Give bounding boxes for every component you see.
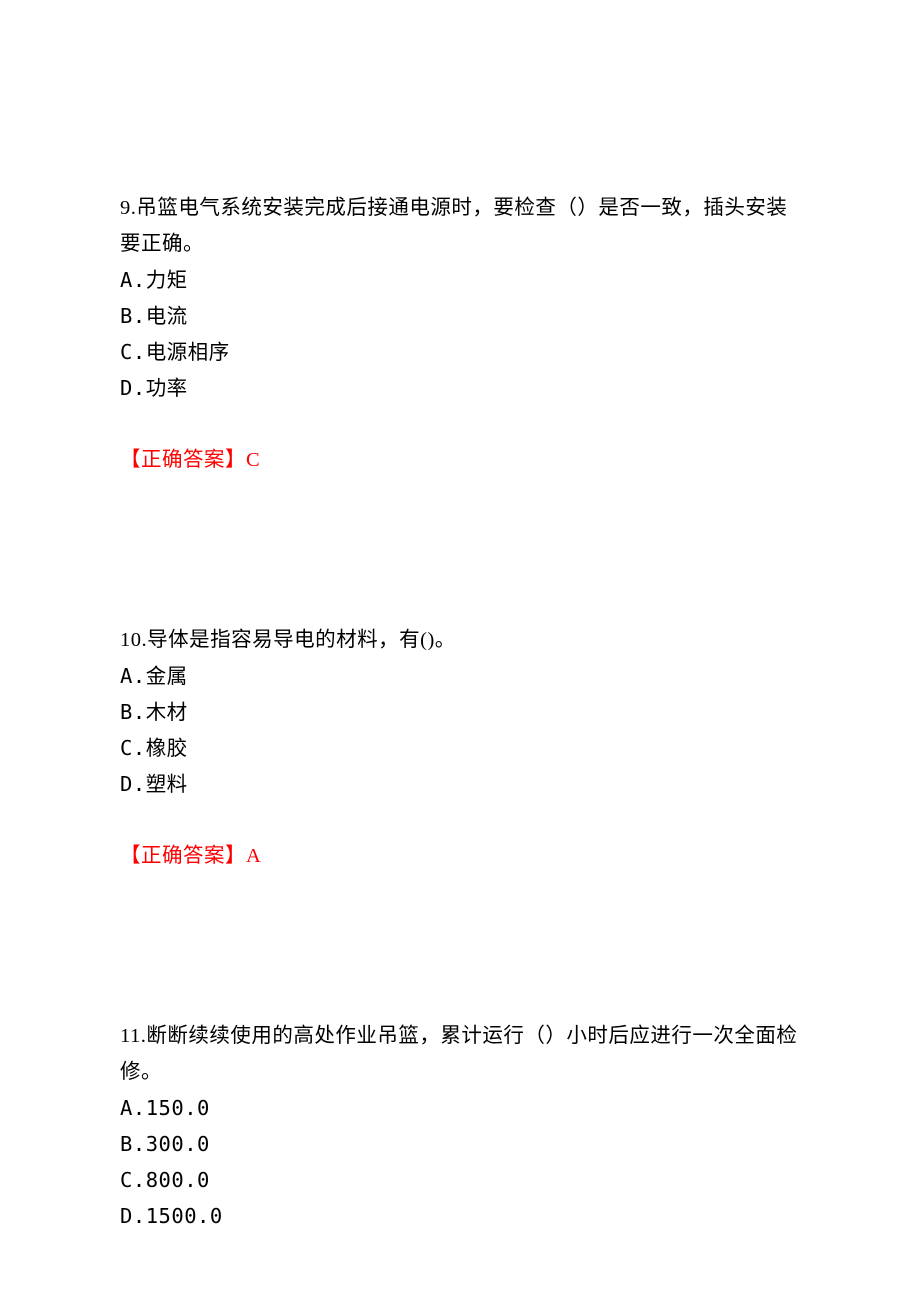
option-d: D.塑料: [120, 766, 800, 802]
answer-line: 【正确答案】A: [120, 838, 800, 874]
option-b: B.木材: [120, 694, 800, 730]
q11-stem-text: 断断续续使用的高处作业吊篮，累计运行（）小时后应进行一次全面检修。: [120, 1025, 797, 1083]
option-c: C.电源相序: [120, 334, 800, 370]
option-text: 150.0: [146, 1096, 210, 1120]
spacer: [120, 874, 800, 1018]
option-label: D.: [120, 772, 146, 796]
q11-number: 11.: [120, 1025, 146, 1047]
spacer: [120, 802, 800, 838]
option-label: D.: [120, 1204, 146, 1228]
question-stem: 10.导体是指容易导电的材料，有()。: [120, 622, 800, 658]
option-label: C.: [120, 340, 146, 364]
option-label: A.: [120, 664, 146, 688]
option-text: 电流: [146, 304, 188, 328]
q9-number: 9.: [120, 197, 136, 219]
spacer: [120, 478, 800, 622]
option-text: 木材: [146, 700, 188, 724]
option-text: 800.0: [146, 1168, 210, 1192]
q9-stem-text: 吊篮电气系统安装完成后接通电源时，要检查（）是否一致，插头安装要正确。: [120, 197, 787, 255]
option-text: 塑料: [146, 772, 188, 796]
option-label: C.: [120, 736, 146, 760]
option-d: D.功率: [120, 370, 800, 406]
question-stem: 9.吊篮电气系统安装完成后接通电源时，要检查（）是否一致，插头安装要正确。: [120, 190, 800, 262]
question-10: 10.导体是指容易导电的材料，有()。 A.金属 B.木材 C.橡胶 D.塑料 …: [120, 622, 800, 874]
option-label: A.: [120, 268, 146, 292]
option-text: 300.0: [146, 1132, 210, 1156]
option-a: A.金属: [120, 658, 800, 694]
option-text: 金属: [146, 664, 188, 688]
option-label: C.: [120, 1168, 146, 1192]
option-a: A.150.0: [120, 1090, 800, 1126]
option-text: 橡胶: [146, 736, 188, 760]
option-label: B.: [120, 700, 146, 724]
q10-number: 10.: [120, 629, 147, 651]
option-text: 力矩: [146, 268, 188, 292]
answer-value: C: [246, 449, 260, 471]
answer-value: A: [246, 845, 261, 867]
question-11: 11.断断续续使用的高处作业吊篮，累计运行（）小时后应进行一次全面检修。 A.1…: [120, 1018, 800, 1234]
answer-prefix: 【正确答案】: [120, 845, 246, 867]
option-b: B.300.0: [120, 1126, 800, 1162]
page: 9.吊篮电气系统安装完成后接通电源时，要检查（）是否一致，插头安装要正确。 A.…: [0, 0, 920, 1302]
option-c: C.橡胶: [120, 730, 800, 766]
option-a: A.力矩: [120, 262, 800, 298]
option-label: A.: [120, 1096, 146, 1120]
spacer: [120, 406, 800, 442]
option-text: 1500.0: [146, 1204, 223, 1228]
q10-stem-text: 导体是指容易导电的材料，有()。: [147, 629, 456, 651]
option-d: D.1500.0: [120, 1198, 800, 1234]
option-b: B.电流: [120, 298, 800, 334]
answer-prefix: 【正确答案】: [120, 449, 246, 471]
question-9: 9.吊篮电气系统安装完成后接通电源时，要检查（）是否一致，插头安装要正确。 A.…: [120, 190, 800, 478]
option-text: 功率: [146, 376, 188, 400]
option-text: 电源相序: [146, 340, 230, 364]
option-label: D.: [120, 376, 146, 400]
answer-line: 【正确答案】C: [120, 442, 800, 478]
option-c: C.800.0: [120, 1162, 800, 1198]
question-stem: 11.断断续续使用的高处作业吊篮，累计运行（）小时后应进行一次全面检修。: [120, 1018, 800, 1090]
option-label: B.: [120, 304, 146, 328]
option-label: B.: [120, 1132, 146, 1156]
